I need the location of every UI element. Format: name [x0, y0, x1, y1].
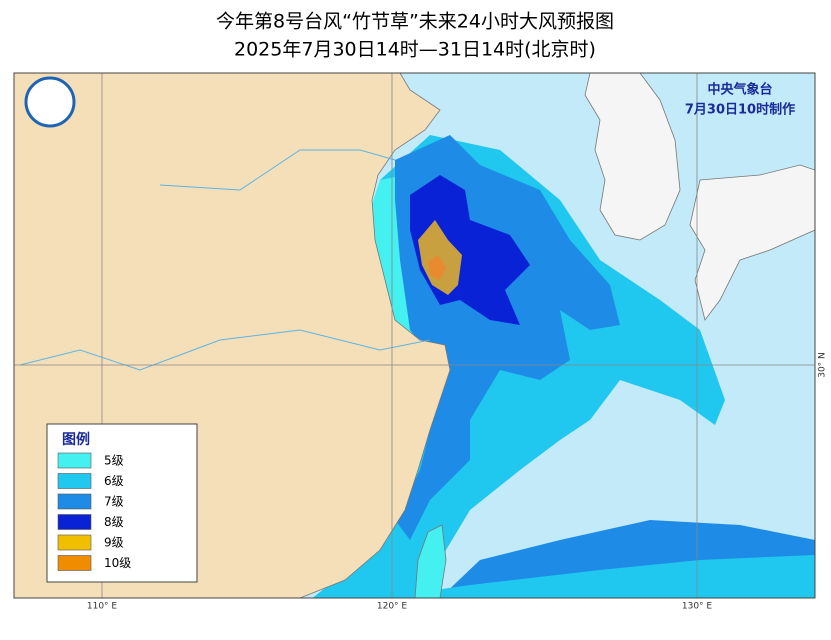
legend-label: 10级: [104, 556, 131, 570]
river: [19, 329, 431, 371]
legend-swatch: [57, 493, 92, 510]
lat-label: 30° N: [818, 352, 828, 378]
legend-label: 9级: [104, 536, 124, 550]
legend-swatch: [57, 534, 92, 551]
logo: [24, 76, 76, 128]
legend-swatch: [57, 452, 92, 469]
legend-swatch: [57, 555, 92, 571]
map-frame: [13, 72, 816, 599]
title: 今年第8号台风“竹节草”未来24小时大风预报图: [216, 11, 614, 33]
lon-label: 130° E: [682, 602, 713, 612]
lon-labels: 110° E 120° E 130° E 30° N: [87, 352, 828, 611]
wind-zone-south-6: [380, 555, 815, 598]
legend: 图例 5级 6级 7级 8级 9级 10级: [46, 423, 198, 583]
river: [159, 149, 396, 191]
map-area: 中央气象台 7月30日10时制作: [13, 72, 816, 599]
wind-zone-9: [418, 220, 462, 295]
issued-time: 7月30日10时制作: [685, 102, 795, 118]
legend-label: 8级: [104, 515, 124, 529]
legend-label: 5级: [104, 454, 124, 468]
wind-zone-10: [428, 255, 446, 280]
lon-label: 120° E: [377, 602, 408, 612]
legend-swatch: [57, 514, 92, 530]
legend-label: 7级: [104, 495, 124, 509]
subtitle: 2025年7月30日14时—31日14时(北京时): [234, 39, 596, 61]
legend-swatch: [57, 473, 92, 489]
lon-label: 110° E: [87, 602, 118, 612]
land-korea: [584, 73, 681, 241]
legend-label: 6级: [104, 474, 124, 488]
land-taiwan: [414, 524, 447, 598]
land-japan: [689, 164, 815, 321]
agency-name: 中央气象台: [707, 82, 772, 98]
legend-title: 图例: [62, 431, 90, 448]
